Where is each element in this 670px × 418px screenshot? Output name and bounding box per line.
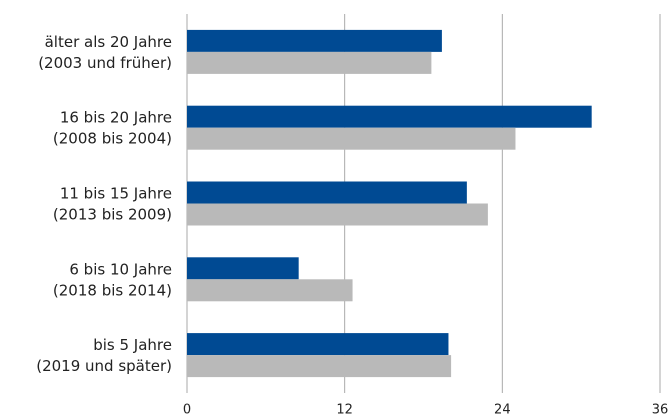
y-tick-label: 11 bis 15 Jahre (2013 bis 2009) [53, 184, 172, 223]
bar [187, 51, 432, 74]
bar [187, 127, 516, 150]
y-tick-label-line: (2019 und später) [36, 357, 172, 375]
bar [187, 279, 353, 302]
bar [187, 105, 592, 128]
y-tick-label: älter als 20 Jahre (2003 und früher) [38, 32, 172, 71]
y-tick-label-line: bis 5 Jahre [93, 336, 172, 354]
y-tick-label: 16 bis 20 Jahre (2008 bis 2004) [53, 108, 172, 147]
bar [187, 355, 452, 378]
bar [187, 257, 299, 280]
x-tick-label: 0 [183, 403, 191, 418]
y-tick-label: 6 bis 10 Jahre (2018 bis 2014) [53, 260, 172, 299]
y-tick-label-line: (2013 bis 2009) [53, 205, 172, 223]
y-tick-label-line: (2018 bis 2014) [53, 281, 172, 299]
x-tick-label: 36 [652, 403, 669, 418]
x-tick-label: 12 [336, 403, 353, 418]
y-tick-label-line: 6 bis 10 Jahre [69, 260, 172, 278]
y-tick-label-line: (2003 und früher) [38, 53, 172, 71]
x-tick-label: 24 [494, 403, 511, 418]
y-tick-label-line: 11 bis 15 Jahre [60, 184, 172, 202]
y-tick-label-line: älter als 20 Jahre [45, 32, 172, 50]
bar [187, 181, 467, 204]
y-tick-label: bis 5 Jahre (2019 und später) [36, 336, 172, 375]
bar [187, 203, 488, 226]
y-tick-label-line: (2008 bis 2004) [53, 129, 172, 147]
y-tick-label-line: 16 bis 20 Jahre [60, 108, 172, 126]
bar [187, 333, 449, 356]
bar [187, 29, 442, 52]
